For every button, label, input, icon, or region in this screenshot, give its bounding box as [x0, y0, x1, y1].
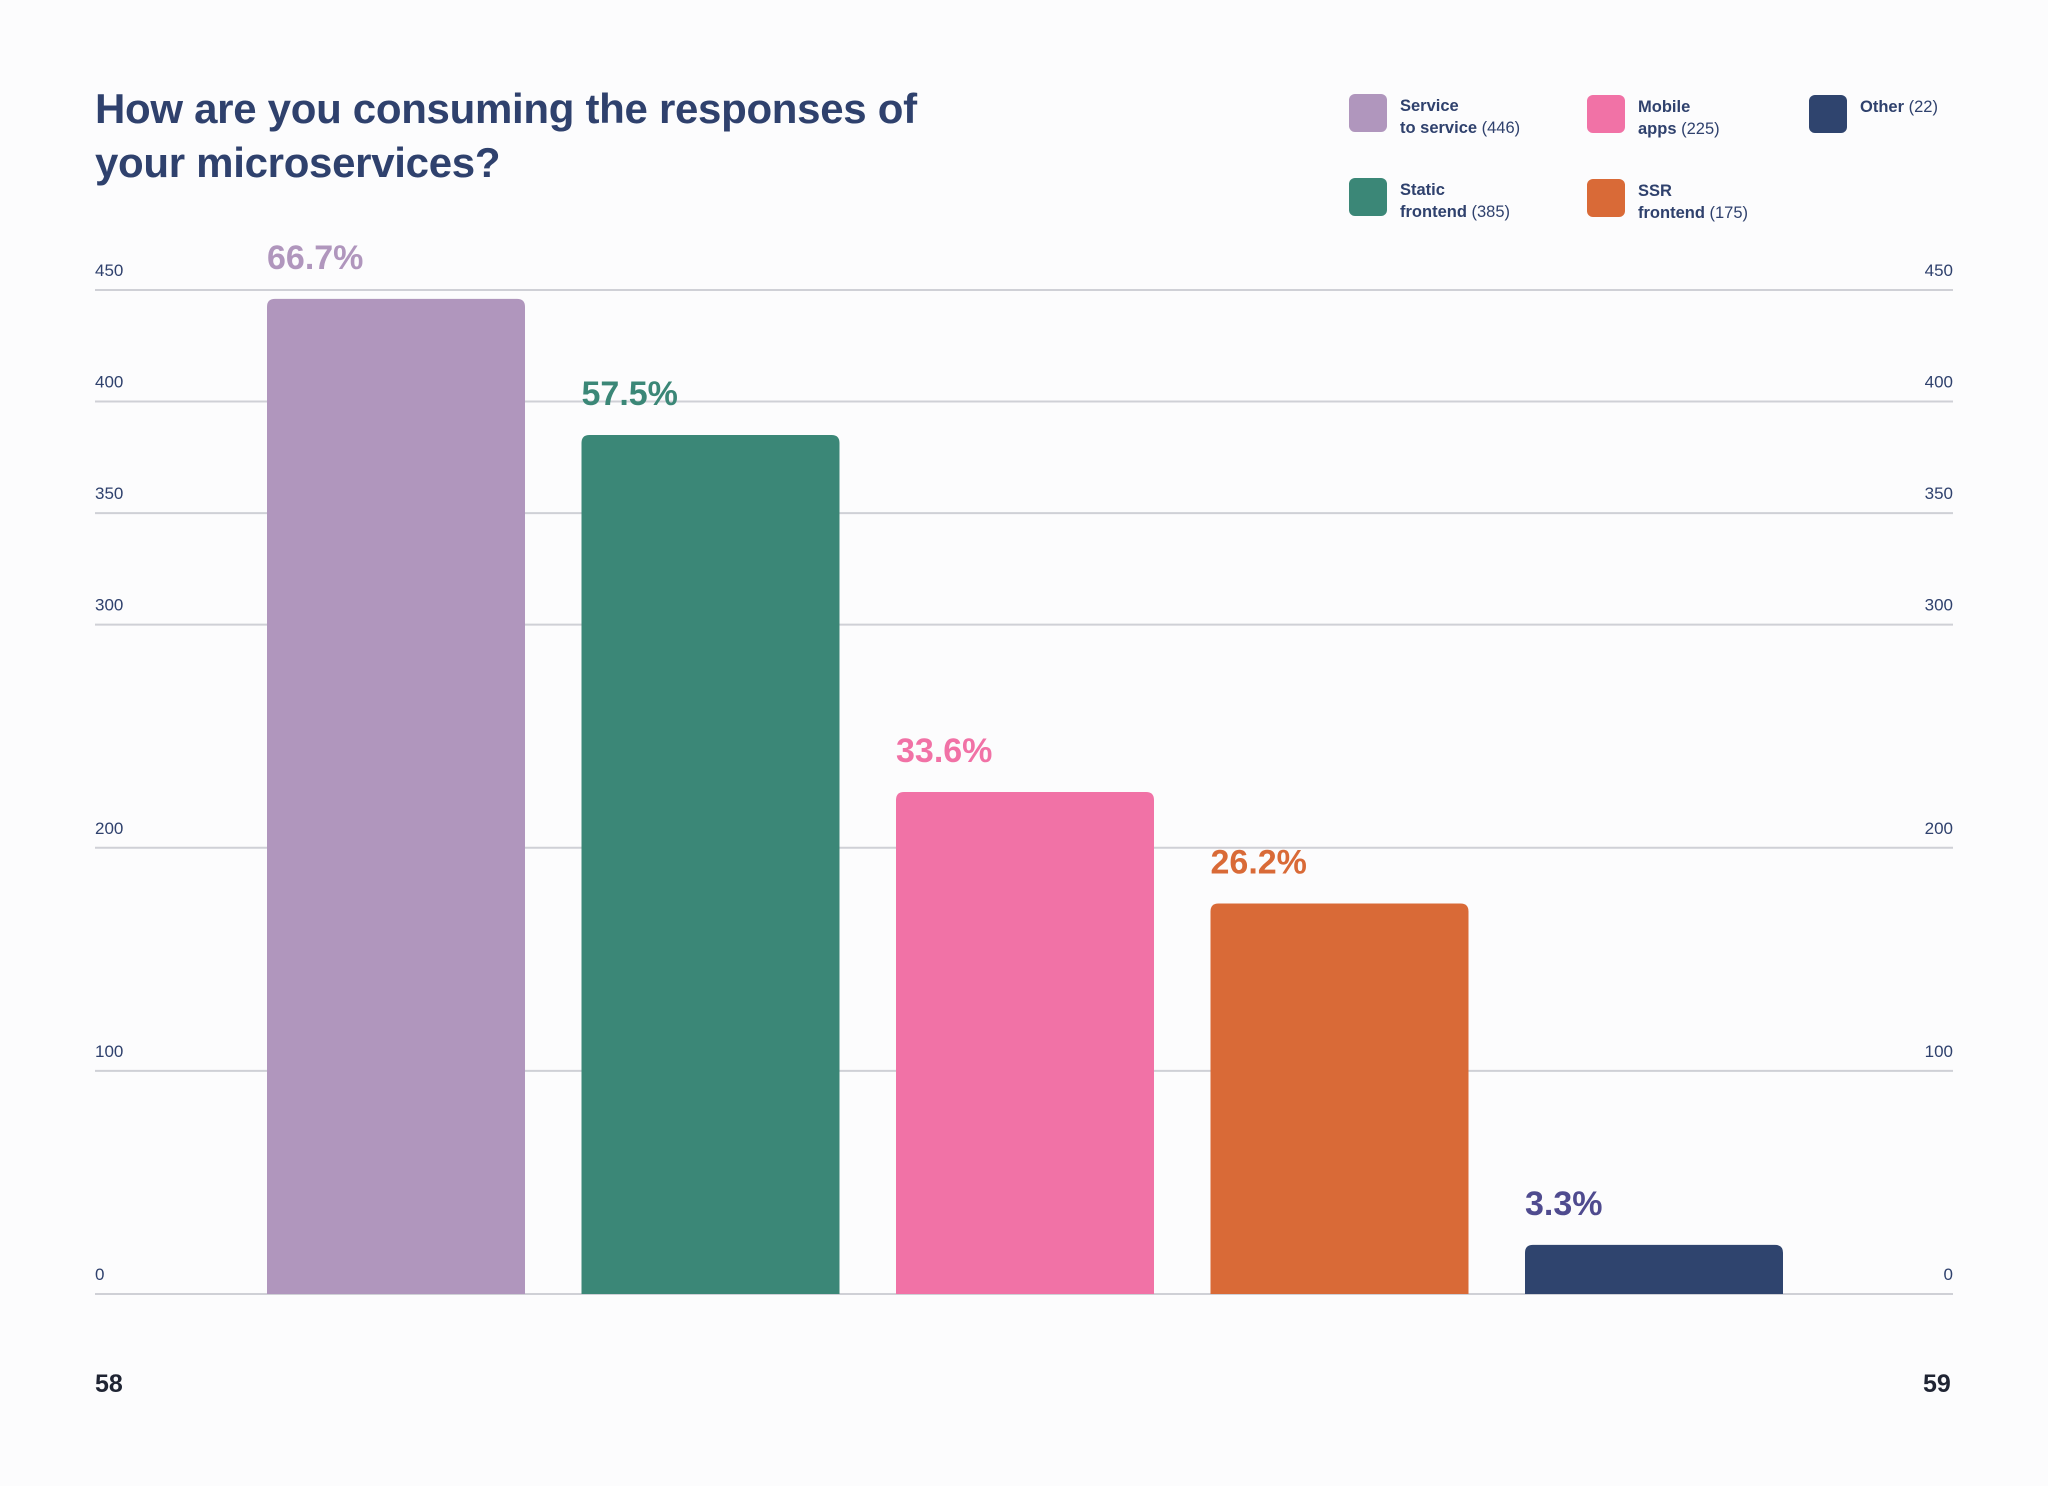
y-tick-label-left: 0: [95, 1265, 104, 1284]
legend-item-static-frontend: Static frontend (385): [1349, 178, 1510, 223]
legend-item-service-to-service: Service to service (446): [1349, 94, 1520, 139]
y-tick-label-right: 400: [1925, 373, 1953, 392]
y-tick-label-right: 0: [1944, 1265, 1953, 1284]
y-tick-label-left: 350: [95, 484, 123, 503]
bar-value-label: 66.7%: [267, 239, 363, 277]
bar: [1525, 1244, 1783, 1294]
legend-item-other: Other (22): [1809, 95, 1938, 133]
bar: [896, 792, 1154, 1294]
y-tick-label-right: 450: [1925, 261, 1953, 280]
legend-count: (385): [1466, 203, 1511, 221]
legend-label: Mobile apps: [1638, 98, 1691, 138]
legend-label: Service to service: [1400, 97, 1478, 137]
legend-label: SSR frontend: [1638, 182, 1705, 222]
legend-swatch: [1349, 94, 1387, 132]
y-tick-label-left: 300: [95, 596, 123, 615]
legend-label: Static frontend: [1400, 181, 1467, 221]
page-number-right: 59: [1923, 1370, 1951, 1398]
page-number-left: 58: [95, 1370, 123, 1398]
legend-swatch: [1349, 178, 1387, 216]
legend-label: Other: [1860, 98, 1905, 116]
legend-swatch: [1587, 179, 1625, 217]
legend-count: (225): [1676, 120, 1720, 138]
legend-item-mobile-apps: Mobile apps (225): [1587, 95, 1720, 140]
y-tick-label-left: 200: [95, 819, 123, 838]
y-tick-label-right: 200: [1925, 819, 1953, 838]
y-tick-label-right: 100: [1925, 1042, 1953, 1061]
bar: [581, 435, 840, 1294]
bar-value-label: 33.6%: [896, 732, 992, 770]
y-tick-label-left: 450: [95, 261, 123, 280]
legend-count: (22): [1904, 98, 1938, 116]
legend-swatch: [1809, 95, 1847, 133]
bar: [267, 298, 525, 1294]
bar-value-label: 57.5%: [582, 375, 678, 413]
bar-value-label: 3.3%: [1525, 1185, 1603, 1223]
y-tick-label-left: 400: [95, 373, 123, 392]
chart-title: How are you consuming the responses of y…: [95, 85, 917, 186]
bar: [1210, 903, 1469, 1294]
y-tick-label-right: 300: [1925, 596, 1953, 615]
y-tick-label-left: 100: [95, 1042, 123, 1061]
legend-count: (175): [1704, 204, 1749, 222]
legend-count: (446): [1477, 119, 1521, 137]
bar-value-label: 26.2%: [1211, 844, 1307, 882]
y-tick-label-right: 350: [1925, 484, 1953, 503]
legend-item-ssr-frontend: SSR frontend (175): [1587, 179, 1748, 224]
legend-swatch: [1587, 95, 1625, 133]
